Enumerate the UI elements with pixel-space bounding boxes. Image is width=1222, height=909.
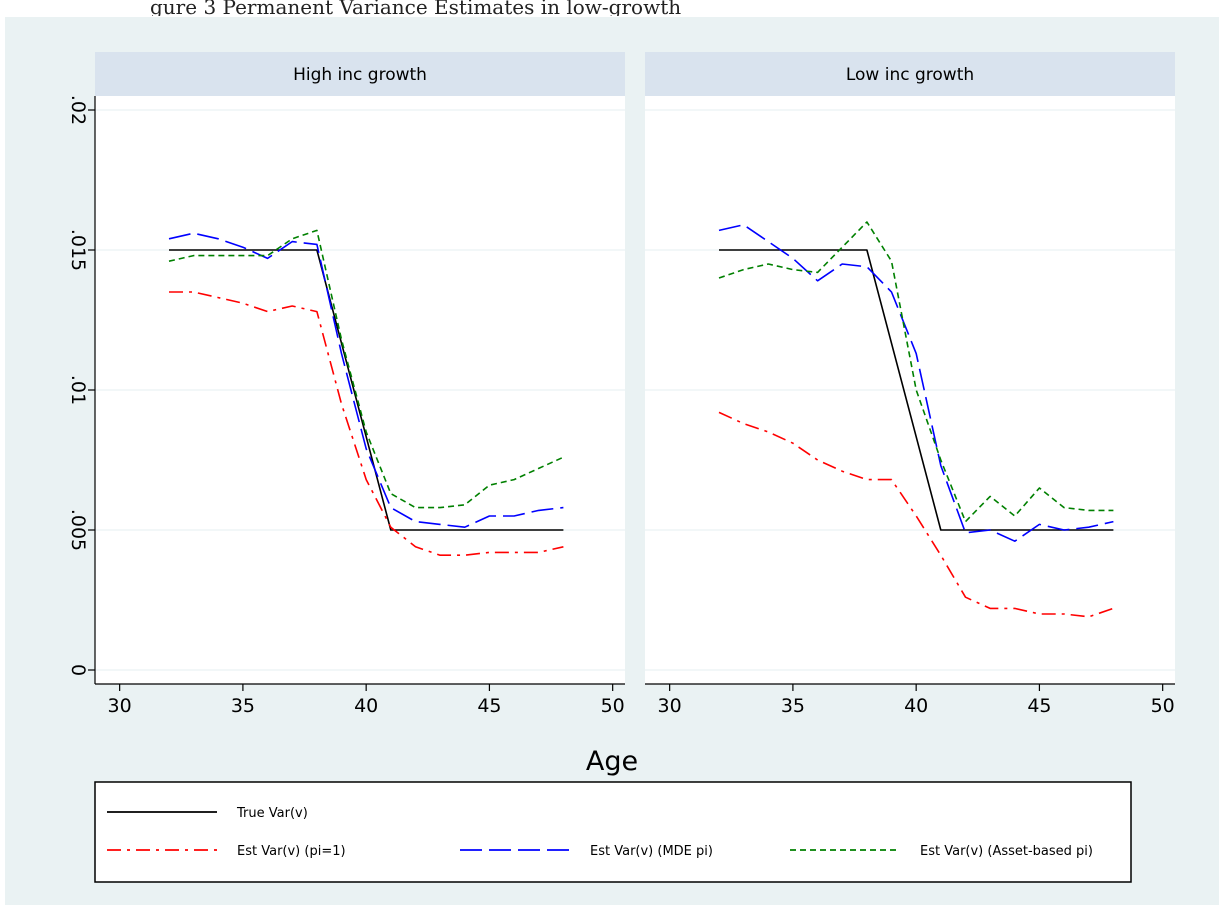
series-line-solid xyxy=(169,249,564,531)
series-line-dashdot xyxy=(169,291,564,557)
panel-title-right: Low inc growth xyxy=(846,65,974,85)
x-tick-label: 35 xyxy=(781,695,805,717)
y-tick-label: 0 xyxy=(67,664,89,676)
x-tick-label: 35 xyxy=(231,695,255,717)
y-tick-label: .01 xyxy=(67,375,89,405)
panel-left: High inc growth 30 35 40 45 50 xyxy=(95,52,625,717)
x-tick-label: 40 xyxy=(354,695,378,717)
x-ticks-right: 30 35 40 45 50 xyxy=(645,683,1175,717)
panel-right: Low inc growth 30 35 40 45 50 xyxy=(645,52,1175,717)
x-tick-label: 50 xyxy=(601,695,625,717)
legend: True Var(v) Est Var(v) (pi=1) Est Var(v) (… xyxy=(94,781,1132,883)
legend-label: Est Var(v) (Asset-based pi) xyxy=(920,844,1093,859)
panel-header-left xyxy=(95,52,625,96)
legend-items: True Var(v) Est Var(v) (pi=1) Est Var(v) (… xyxy=(107,806,1093,859)
series-line-longdash xyxy=(718,224,1114,543)
panel-header-right xyxy=(645,52,1175,96)
figure-caption: gure 3 Permanent Variance Estimates in l… xyxy=(150,0,682,16)
y-tick-label: .02 xyxy=(67,95,89,125)
series-line-shortdash xyxy=(718,221,1114,523)
x-tick-label: 45 xyxy=(477,695,501,717)
y-axis: 0 .005 .01 .015 .02 xyxy=(67,95,96,684)
legend-label: True Var(v) xyxy=(236,806,308,821)
x-tick-label: 50 xyxy=(1151,695,1175,717)
series-group-right xyxy=(718,221,1114,618)
x-axis-title: Age xyxy=(586,746,638,777)
series-line-solid xyxy=(719,249,1114,531)
legend-label: Est Var(v) (pi=1) xyxy=(237,844,346,859)
x-tick-label: 40 xyxy=(904,695,928,717)
series-line-longdash xyxy=(168,232,564,529)
panel-title-left: High inc growth xyxy=(293,65,427,85)
series-line-dashdot xyxy=(718,411,1114,618)
x-tick-label: 30 xyxy=(108,695,132,717)
legend-box xyxy=(94,781,1132,883)
series-group-left xyxy=(168,229,564,557)
x-ticks-left: 30 35 40 45 50 xyxy=(95,683,625,717)
x-tick-label: 30 xyxy=(658,695,682,717)
series-line-shortdash xyxy=(168,229,564,509)
legend-label: Est Var(v) (MDE pi) xyxy=(590,844,713,859)
x-tick-label: 45 xyxy=(1027,695,1051,717)
y-tick-label: .015 xyxy=(67,229,89,271)
y-tick-label: .005 xyxy=(67,509,89,551)
